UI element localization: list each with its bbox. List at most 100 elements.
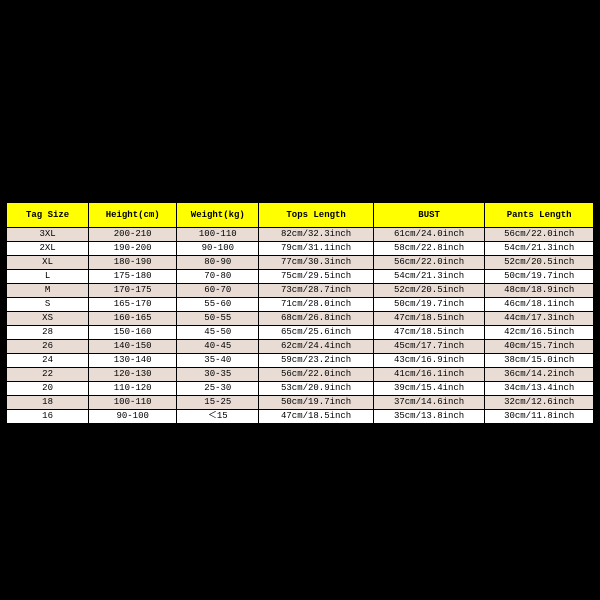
table-row: XL180-19080-9077cm/30.3inch56cm/22.0inch…	[7, 256, 594, 270]
size-chart: Tag Size Height(cm) Weight(kg) Tops Leng…	[6, 202, 594, 424]
cell: 53cm/20.9inch	[259, 382, 373, 396]
cell: 90-100	[89, 410, 177, 424]
cell: 22	[7, 368, 89, 382]
cell: 26	[7, 340, 89, 354]
cell: 40-45	[177, 340, 259, 354]
cell: 56cm/22.0inch	[373, 256, 485, 270]
cell: 50cm/19.7inch	[373, 298, 485, 312]
cell: 39cm/15.4inch	[373, 382, 485, 396]
cell: 120-130	[89, 368, 177, 382]
table-row: 22120-13030-3556cm/22.0inch41cm/16.1inch…	[7, 368, 594, 382]
table-row: 24130-14035-4059cm/23.2inch43cm/16.9inch…	[7, 354, 594, 368]
cell: 24	[7, 354, 89, 368]
cell: 3XL	[7, 228, 89, 242]
cell: 77cm/30.3inch	[259, 256, 373, 270]
table-row: XS160-16550-5568cm/26.8inch47cm/18.5inch…	[7, 312, 594, 326]
cell: 50-55	[177, 312, 259, 326]
cell: 130-140	[89, 354, 177, 368]
cell: 54cm/21.3inch	[485, 242, 594, 256]
cell: 90-100	[177, 242, 259, 256]
table-row: M170-17560-7073cm/28.7inch52cm/20.5inch4…	[7, 284, 594, 298]
table-row: L175-18070-8075cm/29.5inch54cm/21.3inch5…	[7, 270, 594, 284]
cell: 62cm/24.4inch	[259, 340, 373, 354]
cell: ＜15	[177, 410, 259, 424]
table-row: 1690-100＜1547cm/18.5inch35cm/13.8inch30c…	[7, 410, 594, 424]
table-row: 26140-15040-4562cm/24.4inch45cm/17.7inch…	[7, 340, 594, 354]
header-row: Tag Size Height(cm) Weight(kg) Tops Leng…	[7, 203, 594, 228]
cell: 60-70	[177, 284, 259, 298]
cell: 180-190	[89, 256, 177, 270]
cell: 165-170	[89, 298, 177, 312]
cell: 47cm/18.5inch	[259, 410, 373, 424]
cell: 50cm/19.7inch	[259, 396, 373, 410]
cell: L	[7, 270, 89, 284]
cell: 2XL	[7, 242, 89, 256]
cell: 47cm/18.5inch	[373, 326, 485, 340]
cell: 50cm/19.7inch	[485, 270, 594, 284]
size-table: Tag Size Height(cm) Weight(kg) Tops Leng…	[6, 202, 594, 424]
cell: 56cm/22.0inch	[259, 368, 373, 382]
cell: 56cm/22.0inch	[485, 228, 594, 242]
cell: 65cm/25.6inch	[259, 326, 373, 340]
cell: 82cm/32.3inch	[259, 228, 373, 242]
cell: 40cm/15.7inch	[485, 340, 594, 354]
col-bust: BUST	[373, 203, 485, 228]
cell: 100-110	[177, 228, 259, 242]
cell: 48cm/18.9inch	[485, 284, 594, 298]
cell: 20	[7, 382, 89, 396]
cell: 73cm/28.7inch	[259, 284, 373, 298]
col-tops-length: Tops Length	[259, 203, 373, 228]
cell: 58cm/22.8inch	[373, 242, 485, 256]
cell: 59cm/23.2inch	[259, 354, 373, 368]
cell: 28	[7, 326, 89, 340]
table-row: 18100-11015-2550cm/19.7inch37cm/14.6inch…	[7, 396, 594, 410]
cell: 38cm/15.0inch	[485, 354, 594, 368]
col-weight: Weight(kg)	[177, 203, 259, 228]
cell: 75cm/29.5inch	[259, 270, 373, 284]
cell: 71cm/28.0inch	[259, 298, 373, 312]
cell: 35-40	[177, 354, 259, 368]
cell: XS	[7, 312, 89, 326]
table-row: 2XL190-20090-10079cm/31.1inch58cm/22.8in…	[7, 242, 594, 256]
col-height: Height(cm)	[89, 203, 177, 228]
cell: 100-110	[89, 396, 177, 410]
cell: 34cm/13.4inch	[485, 382, 594, 396]
table-row: 3XL200-210100-11082cm/32.3inch61cm/24.0i…	[7, 228, 594, 242]
size-table-body: 3XL200-210100-11082cm/32.3inch61cm/24.0i…	[7, 228, 594, 424]
cell: 175-180	[89, 270, 177, 284]
cell: S	[7, 298, 89, 312]
cell: 55-60	[177, 298, 259, 312]
table-row: 28150-16045-5065cm/25.6inch47cm/18.5inch…	[7, 326, 594, 340]
cell: 45-50	[177, 326, 259, 340]
table-row: 20110-12025-3053cm/20.9inch39cm/15.4inch…	[7, 382, 594, 396]
cell: 32cm/12.6inch	[485, 396, 594, 410]
cell: M	[7, 284, 89, 298]
cell: 54cm/21.3inch	[373, 270, 485, 284]
cell: 52cm/20.5inch	[485, 256, 594, 270]
cell: 16	[7, 410, 89, 424]
col-tag-size: Tag Size	[7, 203, 89, 228]
cell: 160-165	[89, 312, 177, 326]
table-row: S165-17055-6071cm/28.0inch50cm/19.7inch4…	[7, 298, 594, 312]
cell: 68cm/26.8inch	[259, 312, 373, 326]
cell: 35cm/13.8inch	[373, 410, 485, 424]
cell: 61cm/24.0inch	[373, 228, 485, 242]
cell: 37cm/14.6inch	[373, 396, 485, 410]
cell: 80-90	[177, 256, 259, 270]
col-pants-length: Pants Length	[485, 203, 594, 228]
cell: 79cm/31.1inch	[259, 242, 373, 256]
cell: 42cm/16.5inch	[485, 326, 594, 340]
cell: 18	[7, 396, 89, 410]
cell: 41cm/16.1inch	[373, 368, 485, 382]
cell: 70-80	[177, 270, 259, 284]
cell: 30cm/11.8inch	[485, 410, 594, 424]
cell: 190-200	[89, 242, 177, 256]
cell: 140-150	[89, 340, 177, 354]
cell: 25-30	[177, 382, 259, 396]
cell: 15-25	[177, 396, 259, 410]
cell: XL	[7, 256, 89, 270]
cell: 110-120	[89, 382, 177, 396]
cell: 200-210	[89, 228, 177, 242]
cell: 52cm/20.5inch	[373, 284, 485, 298]
cell: 36cm/14.2inch	[485, 368, 594, 382]
